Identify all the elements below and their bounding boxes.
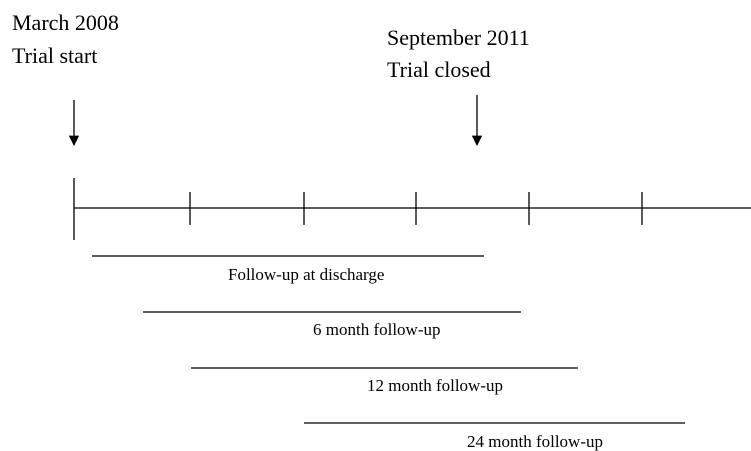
period-label: 24 month follow-up [467, 432, 603, 451]
event-date: September 2011 [387, 25, 530, 50]
event-label: Trial start [12, 43, 97, 68]
period-label: Follow-up at discharge [228, 265, 384, 284]
period-label: 12 month follow-up [367, 376, 503, 395]
event-label: Trial closed [387, 57, 491, 82]
event-date: March 2008 [12, 10, 119, 35]
period-label: 6 month follow-up [313, 320, 441, 339]
